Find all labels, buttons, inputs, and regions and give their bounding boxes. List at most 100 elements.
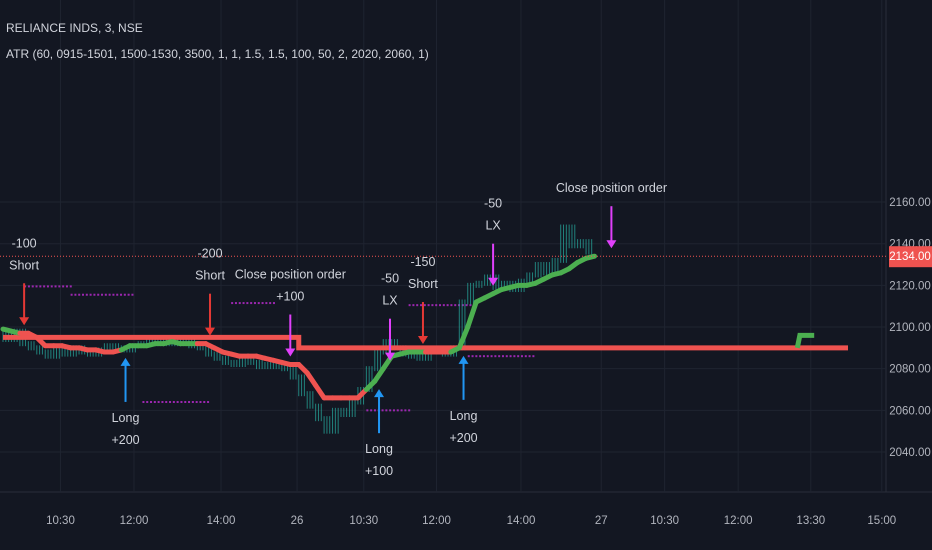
- level-dot: [195, 401, 198, 404]
- arrow-long-head: [374, 389, 385, 398]
- y-tick-label: 2040.00: [889, 447, 931, 459]
- level-dot: [381, 409, 384, 412]
- price-badge-box: [889, 246, 932, 268]
- arrow-long-head: [458, 355, 469, 364]
- level-dot: [250, 302, 253, 305]
- level-dot: [532, 355, 535, 358]
- x-tick-label: 14:00: [507, 515, 536, 527]
- level-dot: [70, 293, 73, 296]
- level-dot: [74, 293, 77, 296]
- x-tick-label: 12:00: [120, 515, 149, 527]
- level-dot: [396, 409, 399, 412]
- level-dot: [172, 401, 175, 404]
- level-dot: [127, 293, 130, 296]
- level-dot: [165, 401, 168, 404]
- level-dot: [482, 355, 485, 358]
- annotation-label: Short: [195, 269, 225, 283]
- level-dot: [450, 304, 453, 307]
- level-dot: [517, 355, 520, 358]
- annotation-label: Close position order: [556, 181, 667, 195]
- level-dot: [389, 409, 392, 412]
- annotation-label: +200: [111, 433, 139, 447]
- level-dot: [231, 302, 234, 305]
- level-dot: [85, 293, 88, 296]
- level-dot: [439, 304, 442, 307]
- trail-segment: [456, 324, 471, 351]
- level-dot: [427, 304, 430, 307]
- level-dot: [150, 401, 153, 404]
- level-dot: [471, 355, 474, 358]
- annotation-label: -150: [410, 255, 435, 269]
- annotation-label: Long: [450, 409, 478, 423]
- level-dot: [269, 302, 272, 305]
- level-dot: [104, 293, 107, 296]
- level-dot: [78, 293, 81, 296]
- arrow-down-head: [385, 352, 396, 361]
- time-axis[interactable]: 10:30 12:00 14:00 26 10:30 12:00 14:00 27 10:30 1…: [46, 515, 896, 527]
- level-dot: [404, 409, 407, 412]
- level-dot: [490, 355, 493, 358]
- annotation-label: Short: [9, 258, 39, 272]
- level-dot: [253, 302, 256, 305]
- level-dot: [184, 401, 187, 404]
- annotation-label: -50: [381, 272, 399, 286]
- x-tick-label: 14:00: [207, 515, 236, 527]
- level-dot: [479, 355, 482, 358]
- level-dot: [486, 355, 489, 358]
- x-tick-label: 13:30: [796, 515, 825, 527]
- arrow-down-head: [285, 348, 296, 357]
- price-bars: [2, 224, 593, 434]
- symbol-title[interactable]: RELIANCE INDS, 3, NSE: [6, 21, 143, 35]
- arrow-down-head: [205, 327, 216, 336]
- level-dot: [199, 401, 202, 404]
- level-dot: [467, 355, 470, 358]
- x-tick-label: 10:30: [349, 515, 378, 527]
- level-dot: [408, 409, 411, 412]
- annotation-label: -50: [484, 197, 502, 211]
- level-dot: [101, 293, 104, 296]
- trail-segment: [372, 366, 386, 384]
- arrow-down-head: [19, 317, 30, 326]
- annotation-label: Close position order: [235, 268, 346, 282]
- x-tick-label: 27: [595, 515, 608, 527]
- arrow-down-head: [606, 240, 617, 249]
- level-dot: [82, 293, 85, 296]
- x-tick-label: 26: [291, 515, 304, 527]
- level-dot: [97, 293, 100, 296]
- level-dot: [142, 401, 145, 404]
- level-dot: [238, 302, 241, 305]
- level-dot: [207, 401, 210, 404]
- level-dot: [505, 355, 508, 358]
- level-dot: [203, 401, 206, 404]
- x-tick-label: 10:30: [46, 515, 75, 527]
- level-dot: [131, 293, 134, 296]
- level-dot: [169, 401, 172, 404]
- level-dot: [43, 285, 46, 288]
- level-dot: [408, 304, 411, 307]
- level-dot: [116, 293, 119, 296]
- trail-segment: [313, 382, 327, 401]
- trailing-stop-line: [0, 253, 848, 401]
- annotation-label: Short: [408, 277, 438, 291]
- level-dot: [423, 304, 426, 307]
- level-dot: [494, 355, 497, 358]
- level-dot: [446, 304, 449, 307]
- trail-segment: [304, 370, 319, 388]
- level-dot: [385, 409, 388, 412]
- level-dot: [39, 285, 42, 288]
- level-dot: [93, 293, 96, 296]
- level-dot: [146, 401, 149, 404]
- level-dot: [234, 302, 237, 305]
- level-dot: [246, 302, 249, 305]
- level-dot: [370, 409, 373, 412]
- level-dot: [528, 355, 531, 358]
- annotation-label: +200: [449, 431, 477, 445]
- level-dot: [35, 285, 38, 288]
- level-dot: [27, 285, 30, 288]
- indicator-legend[interactable]: ATR (60, 0915-1501, 1500-1530, 3500, 1, …: [6, 47, 429, 61]
- level-dot: [112, 293, 115, 296]
- y-tick-label: 2100.00: [889, 322, 931, 334]
- annotation-label: -200: [198, 247, 223, 261]
